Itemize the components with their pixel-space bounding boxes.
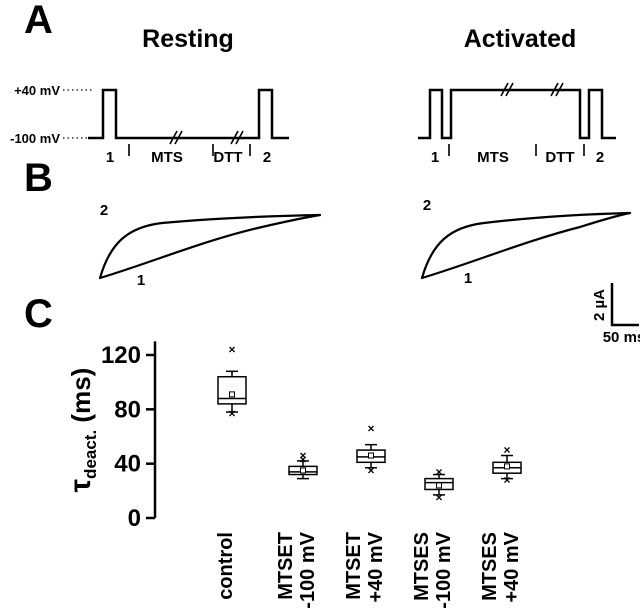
y-tick-label: 80 [114, 396, 141, 423]
category-label: -100 mV [297, 531, 319, 608]
resting-dtt-label: DTT [213, 149, 242, 166]
mean-marker [229, 391, 235, 398]
y-tick-label: 40 [114, 451, 141, 478]
activated-segment-ticks [448, 144, 585, 156]
category-label: MTSES [411, 532, 433, 601]
outlier-marker: × [228, 343, 235, 357]
category-label: MTSET [275, 532, 297, 600]
mean-marker [436, 482, 442, 489]
resting-mts-label: MTS [151, 149, 183, 166]
voltage-protocols: +40 mV -100 mV 1 MTS DTT 2 1 MTS DTT 2 [10, 82, 616, 166]
outlier-marker: × [367, 421, 374, 435]
category-label: +40 mV [501, 531, 523, 602]
outlier-marker: × [503, 443, 510, 457]
resting-title: Resting [142, 25, 234, 53]
activated-pulse2-label: 2 [596, 149, 604, 166]
v-high-label: +40 mV [14, 83, 60, 98]
resting-current-trace-1 [98, 213, 322, 280]
resting-time-break-marks [169, 130, 244, 145]
outlier-marker: × [435, 491, 442, 505]
resting-segment-ticks [128, 144, 251, 156]
category-label: MTSES [479, 532, 501, 601]
category-label: +40 mV [365, 531, 387, 602]
outlier-marker: × [503, 473, 510, 487]
activated-voltage-trace [418, 88, 616, 140]
time-scale-label: 50 ms [603, 329, 640, 346]
category-label: control [215, 532, 237, 600]
activated-time-break-marks [500, 82, 564, 97]
activated-mts-label: MTS [477, 149, 509, 166]
resting-trace2-label: 2 [100, 202, 108, 219]
activated-dtt-label: DTT [545, 149, 574, 166]
mean-marker [504, 463, 510, 470]
y-axis-title: τdeact. (ms) [64, 368, 100, 493]
panel-b-label: B [24, 156, 53, 200]
panel-a-label: A [24, 0, 53, 42]
resting-voltage-trace [88, 88, 289, 140]
box [217, 375, 247, 405]
scale-bar [610, 283, 639, 327]
activated-current-trace-1 [420, 211, 632, 280]
panel-c-label: C [24, 292, 53, 336]
outlier-marker: × [299, 449, 306, 463]
resting-current-trace-2 [98, 213, 322, 280]
outlier-marker: × [367, 463, 374, 477]
category-label: MTSET [343, 532, 365, 600]
y-tick-label: 0 [128, 505, 141, 532]
activated-trace1-label: 1 [464, 270, 472, 287]
resting-trace1-label: 1 [137, 272, 145, 289]
current-scale-label: 2 µA [591, 289, 608, 321]
category-label: -100 mV [433, 531, 455, 608]
activated-current-trace-2 [420, 211, 632, 280]
activated-title: Activated [463, 25, 577, 53]
current-traces: 2 1 2 1 2 µA 50 ms [98, 197, 640, 346]
resting-pulse1-label: 1 [106, 149, 114, 166]
outlier-marker: × [435, 465, 442, 479]
resting-pulse2-label: 2 [263, 149, 271, 166]
v-low-label: -100 mV [10, 131, 60, 146]
activated-trace2-label: 2 [423, 197, 431, 214]
y-tick-label: 120 [101, 342, 141, 369]
activated-pulse1-label: 1 [431, 149, 439, 166]
outlier-marker: × [299, 453, 306, 467]
mean-marker [300, 467, 306, 474]
mean-marker [368, 452, 374, 459]
outlier-marker: × [228, 406, 235, 420]
